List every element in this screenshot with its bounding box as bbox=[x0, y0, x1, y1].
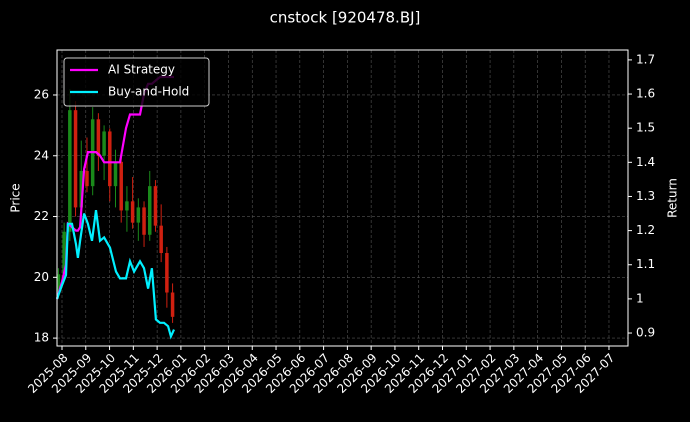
candle-body bbox=[102, 131, 106, 156]
y2-tick-label: 1.4 bbox=[636, 155, 655, 169]
y-tick-label: 22 bbox=[34, 209, 49, 223]
candle-body bbox=[153, 186, 158, 226]
candle-body bbox=[96, 119, 101, 156]
candle-body bbox=[73, 110, 78, 208]
candle-body bbox=[68, 110, 72, 232]
candle-body bbox=[159, 225, 163, 254]
y-tick-label: 20 bbox=[34, 270, 49, 284]
candle-body bbox=[136, 207, 141, 223]
candle-body bbox=[79, 170, 84, 208]
candle-body bbox=[113, 161, 118, 187]
legend-label: Buy-and-Hold bbox=[108, 85, 189, 99]
y2-tick-label: 1.7 bbox=[636, 52, 655, 66]
line-series bbox=[55, 209, 176, 340]
y2-tick-label: 1.2 bbox=[636, 223, 655, 237]
candle-body bbox=[56, 274, 61, 293]
legend-box bbox=[63, 57, 210, 107]
candle-body bbox=[130, 201, 135, 223]
y2-tick-label: 1.6 bbox=[636, 87, 655, 101]
candle-body bbox=[119, 161, 123, 211]
y-tick-label: 24 bbox=[34, 148, 49, 162]
candle-body bbox=[85, 170, 89, 187]
y2-tick-label: 1.3 bbox=[636, 189, 655, 203]
y-axis-label: Price bbox=[9, 183, 23, 212]
y2-tick-label: 1.5 bbox=[636, 121, 655, 135]
y2-tick-label: 1.1 bbox=[636, 257, 655, 271]
y-tick-label: 18 bbox=[34, 331, 49, 345]
candle-body bbox=[170, 292, 175, 317]
candle-body bbox=[108, 131, 112, 187]
candle-body bbox=[125, 201, 129, 211]
y2-tick-label: 1 bbox=[636, 291, 644, 305]
chart-title: cnstock [920478.BJ] bbox=[270, 9, 421, 27]
y2-tick-label: 0.9 bbox=[636, 326, 655, 340]
candle-body bbox=[165, 253, 169, 293]
y2-axis-label: Return bbox=[666, 178, 680, 218]
candle-body bbox=[147, 186, 152, 235]
y-tick-label: 26 bbox=[34, 87, 49, 101]
plot-frame bbox=[56, 49, 629, 347]
candle-body bbox=[142, 207, 146, 235]
candle-body bbox=[62, 231, 66, 275]
legend-label: AI Strategy bbox=[108, 63, 175, 77]
